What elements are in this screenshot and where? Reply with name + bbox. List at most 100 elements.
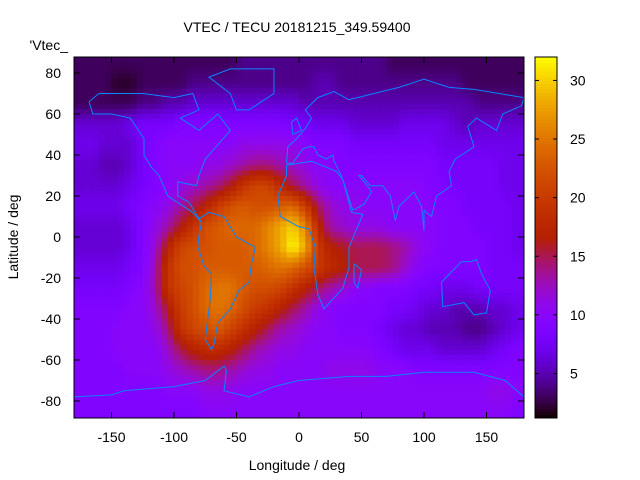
heatmap-cell <box>217 124 225 130</box>
heatmap-cell <box>249 390 256 397</box>
heatmap-cell <box>211 155 219 161</box>
heatmap-cell <box>374 155 381 161</box>
heatmap-cell <box>392 272 400 279</box>
heatmap-cell <box>467 170 475 177</box>
heatmap-cell <box>317 221 325 228</box>
heatmap-cell <box>167 180 175 187</box>
heatmap-cell <box>299 303 306 310</box>
heatmap-cell <box>149 139 156 146</box>
heatmap-cell <box>255 298 263 305</box>
heatmap-cell <box>280 57 288 59</box>
heatmap-cell <box>242 88 250 95</box>
heatmap-cell <box>199 303 206 310</box>
heatmap-cell <box>149 293 156 300</box>
heatmap-cell <box>349 303 356 310</box>
heatmap-cell <box>249 196 256 202</box>
heatmap-cell <box>399 298 406 305</box>
heatmap-cell <box>130 78 138 84</box>
heatmap-cell <box>474 98 481 105</box>
heatmap-cell <box>267 380 275 387</box>
heatmap-cell <box>442 124 450 130</box>
heatmap-cell <box>467 262 475 269</box>
heatmap-cell <box>374 313 381 320</box>
heatmap-cell <box>130 180 138 187</box>
heatmap-cell <box>305 303 313 310</box>
heatmap-cell <box>517 319 524 325</box>
heatmap-cell <box>286 262 294 269</box>
heatmap-cell <box>211 252 219 259</box>
heatmap-cell <box>286 139 294 146</box>
heatmap-cell <box>342 390 350 397</box>
heatmap-cell <box>136 395 144 402</box>
heatmap-cell <box>411 375 419 382</box>
heatmap-cell <box>130 334 138 341</box>
heatmap-cell <box>242 334 250 341</box>
heatmap-cell <box>461 88 469 95</box>
heatmap-cell <box>461 93 469 100</box>
heatmap-cell <box>511 119 519 125</box>
heatmap-cell <box>242 211 250 218</box>
heatmap-cell <box>349 354 356 361</box>
heatmap-cell <box>286 272 294 279</box>
heatmap-cell <box>380 257 388 264</box>
heatmap-cell <box>361 93 369 100</box>
heatmap-cell <box>292 211 300 218</box>
heatmap-cell <box>442 196 450 202</box>
heatmap-cell <box>392 252 400 259</box>
heatmap-cell <box>399 165 406 171</box>
heatmap-cell <box>280 334 288 341</box>
heatmap-cell <box>499 365 506 371</box>
heatmap-cell <box>255 313 263 320</box>
heatmap-cell <box>261 252 269 259</box>
heatmap-cell <box>180 231 188 238</box>
heatmap-cell <box>261 293 269 300</box>
heatmap-cell <box>130 267 138 274</box>
heatmap-cell <box>330 257 338 264</box>
heatmap-cell <box>461 139 469 146</box>
heatmap-cell <box>461 98 469 105</box>
heatmap-cell <box>424 339 431 346</box>
heatmap-cell <box>342 144 350 151</box>
heatmap-cell <box>374 395 381 402</box>
heatmap-cell <box>292 190 300 197</box>
heatmap-cell <box>374 262 381 269</box>
heatmap-cell <box>130 339 138 346</box>
heatmap-cell <box>374 247 381 253</box>
heatmap-cell <box>105 144 113 151</box>
heatmap-cell <box>142 257 150 264</box>
heatmap-cell <box>161 395 169 402</box>
heatmap-cell <box>280 57 288 64</box>
heatmap-cell <box>74 298 81 305</box>
heatmap-cell <box>155 406 163 412</box>
heatmap-cell <box>186 237 194 243</box>
heatmap-cell <box>242 119 250 125</box>
heatmap-cell <box>167 134 175 141</box>
heatmap-cell <box>480 313 488 320</box>
heatmap-cell <box>92 103 100 110</box>
heatmap-cell <box>517 206 524 212</box>
heatmap-cell <box>224 242 231 248</box>
heatmap-cell <box>499 380 506 387</box>
heatmap-cell <box>486 385 494 392</box>
heatmap-cell <box>280 401 288 407</box>
heatmap-cell <box>267 313 275 320</box>
heatmap-cell <box>405 57 413 59</box>
heatmap-cell <box>430 313 438 320</box>
heatmap-cell <box>355 298 363 305</box>
heatmap-cell <box>467 380 475 387</box>
heatmap-cell <box>436 155 444 161</box>
heatmap-cell <box>324 324 331 330</box>
heatmap-cell <box>392 57 400 64</box>
heatmap-cell <box>111 370 119 376</box>
heatmap-cell <box>192 267 200 274</box>
heatmap-cell <box>517 93 524 100</box>
heatmap-cell <box>205 83 213 89</box>
heatmap-cell <box>324 216 331 223</box>
heatmap-cell <box>86 144 94 151</box>
heatmap-cell <box>130 211 138 218</box>
heatmap-cell <box>436 385 444 392</box>
heatmap-cell <box>155 349 163 356</box>
heatmap-cell <box>255 252 263 259</box>
heatmap-cell <box>367 278 375 284</box>
heatmap-cell <box>349 196 356 202</box>
